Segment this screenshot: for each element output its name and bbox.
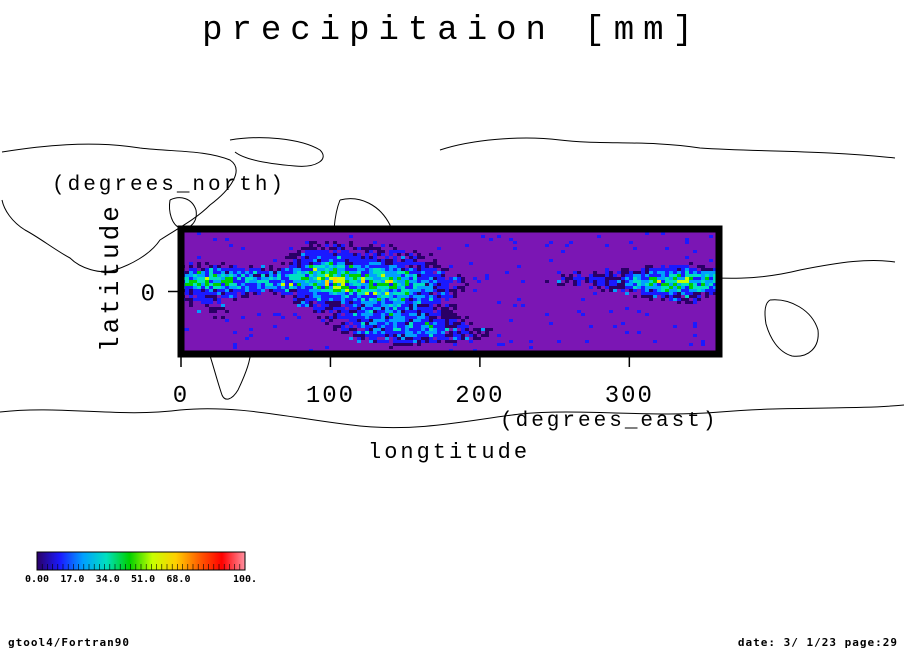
colorbar-tick-label-5: 100. (233, 574, 257, 585)
y-tick-label-0: 0 (141, 282, 155, 309)
y-axis-units: (degrees_north) (52, 174, 287, 197)
x-axis-units: (degrees_east) (500, 410, 719, 433)
x-axis-label: longtitude (368, 440, 531, 465)
x-tick-label-300: 300 (605, 383, 654, 410)
y-axis-label: latitude (96, 203, 126, 352)
colorbar-tick-label-3: 51.0 (131, 574, 155, 585)
plot-frame (177, 225, 723, 358)
colorbar-ticks: 0.00 17.0 34.0 51.0 68.0 100. (25, 564, 257, 585)
coastline-2 (439, 137, 896, 159)
colorbar-tick-label-1: 17.0 (60, 574, 84, 585)
coastline-7 (0, 404, 904, 429)
colorbar-tick-label-2: 34.0 (96, 574, 120, 585)
axis-ticks: 0 100 200 300 0 (141, 282, 654, 411)
footer-software: gtool4/Fortran90 (8, 636, 130, 649)
colorbar-tick-label-0: 0.00 (25, 574, 49, 585)
x-tick-label-0: 0 (173, 383, 189, 410)
chart-title: precipitaion [mm] (202, 12, 702, 50)
x-tick-label-100: 100 (306, 383, 355, 410)
world-map-outline (0, 137, 904, 429)
plot-border (177, 225, 723, 358)
coastline-6 (764, 299, 819, 357)
x-tick-label-200: 200 (455, 383, 504, 410)
colorbar-tick-label-4: 68.0 (166, 574, 190, 585)
coastline-8 (169, 197, 197, 229)
precipitation-field (181, 229, 721, 355)
coastline-0 (1, 143, 237, 273)
colorbar: 0.00 17.0 34.0 51.0 68.0 100. (25, 551, 257, 585)
coastline-9 (229, 137, 324, 167)
footer-date-page: date: 3/ 1/23 page:29 (737, 636, 898, 649)
